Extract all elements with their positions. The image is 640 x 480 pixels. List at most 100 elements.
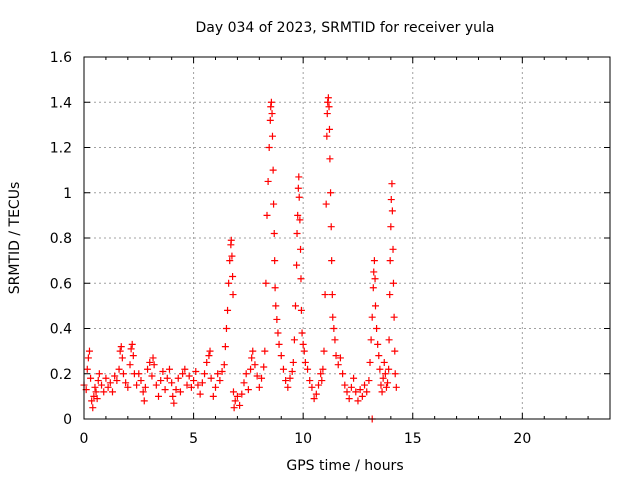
data-point — [376, 365, 384, 373]
grid-lines — [84, 57, 610, 419]
data-point — [116, 347, 124, 355]
data-point — [161, 386, 169, 394]
y-tick-label: 0.2 — [50, 367, 72, 383]
data-point — [295, 173, 303, 181]
data-point — [196, 390, 204, 398]
data-point — [106, 379, 114, 387]
data-point — [122, 379, 130, 387]
data-point — [170, 399, 178, 407]
data-point — [273, 315, 281, 323]
data-point — [356, 386, 364, 394]
data-point — [258, 374, 266, 382]
y-tick-label: 0.6 — [50, 276, 72, 292]
data-point — [236, 401, 244, 409]
data-point — [388, 180, 396, 188]
data-point — [91, 383, 99, 391]
data-point — [89, 404, 97, 412]
data-point — [331, 336, 339, 344]
data-point — [230, 404, 238, 412]
y-tick-label: 0.4 — [50, 322, 72, 338]
data-point — [367, 336, 375, 344]
data-point — [181, 365, 189, 373]
data-point — [329, 313, 337, 321]
data-point — [207, 374, 215, 382]
data-point — [242, 370, 250, 378]
data-point — [124, 383, 132, 391]
data-point — [386, 257, 394, 265]
data-point — [117, 343, 125, 351]
data-point — [248, 354, 256, 362]
data-point — [390, 313, 398, 321]
y-axis-label: SRMTID / TECUs — [7, 182, 23, 295]
data-point — [288, 367, 296, 375]
data-point — [205, 352, 213, 360]
data-point — [289, 358, 297, 366]
data-point — [216, 377, 224, 385]
data-point — [183, 381, 191, 389]
data-point — [126, 361, 134, 369]
data-point — [111, 372, 119, 380]
data-point — [118, 354, 126, 362]
data-point — [369, 284, 377, 292]
data-point — [295, 193, 303, 201]
data-point — [263, 211, 271, 219]
data-point — [231, 397, 239, 405]
data-point — [227, 236, 235, 244]
data-point — [194, 381, 202, 389]
data-points — [80, 94, 400, 423]
data-point — [261, 347, 269, 355]
data-point — [209, 392, 217, 400]
data-point — [84, 354, 92, 362]
y-tick-label: 1.6 — [50, 50, 72, 66]
data-point — [339, 370, 347, 378]
data-point — [350, 374, 358, 382]
data-point — [377, 381, 385, 389]
y-tick-label: 1.2 — [50, 141, 72, 157]
data-point — [361, 381, 369, 389]
data-point — [270, 200, 278, 208]
data-point — [129, 352, 137, 360]
data-point — [176, 388, 184, 396]
data-point — [271, 284, 279, 292]
data-point — [380, 358, 388, 366]
data-point — [102, 374, 110, 382]
data-point — [388, 207, 396, 215]
data-point — [244, 386, 252, 394]
data-point — [304, 365, 312, 373]
data-point — [115, 365, 123, 373]
data-point — [297, 306, 305, 314]
data-point — [247, 365, 255, 373]
data-point — [163, 374, 171, 382]
data-point — [384, 379, 392, 387]
data-point — [203, 358, 211, 366]
data-point — [275, 340, 283, 348]
data-point — [325, 103, 333, 111]
x-tick-label: 20 — [513, 431, 531, 447]
data-point — [229, 272, 237, 280]
data-point — [345, 395, 353, 403]
data-point — [389, 279, 397, 287]
data-point — [212, 383, 219, 391]
data-point — [98, 381, 106, 389]
data-point — [155, 392, 163, 400]
x-tick-label: 0 — [80, 431, 89, 447]
data-point — [190, 377, 198, 385]
data-point — [371, 275, 379, 283]
data-point — [371, 302, 379, 310]
data-point — [267, 103, 275, 111]
data-point — [249, 347, 257, 355]
data-point — [385, 365, 393, 373]
data-point — [222, 325, 230, 332]
data-point — [320, 347, 328, 355]
data-point — [374, 340, 382, 348]
data-point — [262, 279, 270, 287]
data-point — [272, 302, 280, 310]
data-point — [267, 98, 275, 106]
data-point — [201, 370, 209, 378]
data-point — [284, 383, 292, 391]
y-tick-label: 1.4 — [50, 95, 72, 111]
data-point — [221, 343, 229, 351]
data-point — [133, 381, 141, 389]
data-point — [315, 381, 323, 389]
data-point — [224, 306, 232, 314]
